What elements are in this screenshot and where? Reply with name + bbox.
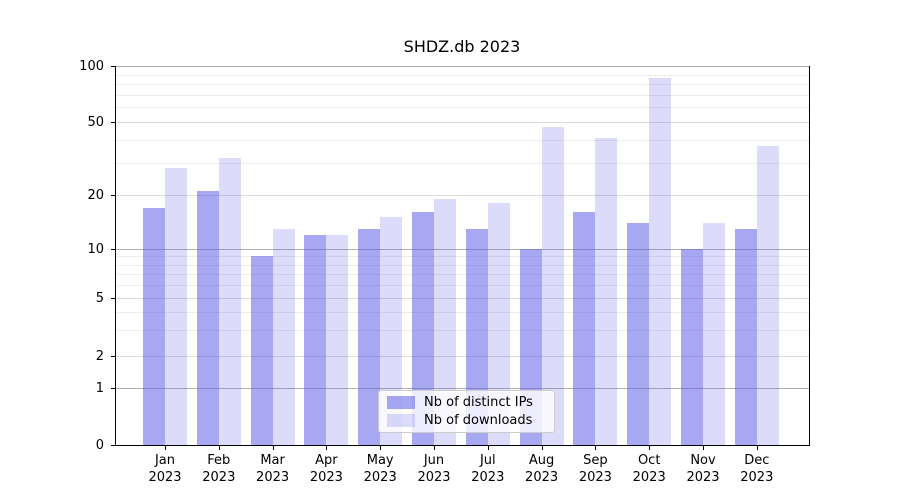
legend-item-downloads: Nb of downloads [387, 412, 546, 428]
bar-downloads-nov [703, 222, 725, 445]
gridline-minor [116, 256, 809, 258]
gridline [116, 122, 809, 123]
bar-downloads-oct [649, 78, 672, 445]
x-axis-tick-label-jan: Jan 2023 [148, 453, 182, 485]
x-axis-tick-label-aug: Aug 2023 [525, 453, 559, 485]
bar-downloads-feb [218, 157, 241, 445]
x-axis-tick-label-jun: Jun 2023 [417, 453, 451, 485]
bar-downloads-jan [165, 168, 187, 445]
bar-downloads-aug [541, 126, 564, 445]
gridline [116, 195, 809, 196]
x-tick-mark [218, 446, 220, 450]
x-tick-mark [487, 446, 489, 450]
x-tick-mark [541, 446, 543, 450]
gridline-minor [116, 139, 809, 141]
x-axis-tick-label-mar: Mar 2023 [256, 453, 290, 485]
x-tick-mark [272, 446, 274, 450]
gridline-minor [116, 107, 809, 109]
x-axis-tick-label-dec: Dec 2023 [740, 453, 774, 485]
bar-distinct-ips-jan [143, 207, 165, 445]
bar-downloads-jun [434, 198, 456, 445]
y-axis-tick-label: 100 [79, 58, 104, 74]
bar-distinct-ips-nov [681, 249, 703, 445]
x-axis-tick-label-sep: Sep 2023 [578, 453, 612, 485]
gridline [116, 356, 809, 357]
x-axis-tick-label-nov: Nov 2023 [686, 453, 720, 485]
y-tick-mark [111, 445, 115, 446]
bar-distinct-ips-feb [196, 191, 219, 445]
x-tick-mark [595, 446, 597, 450]
gridline-minor [116, 84, 809, 86]
bar-downloads-apr [326, 234, 349, 445]
y-tick-mark [111, 195, 115, 196]
axis-spine-left [115, 66, 116, 446]
y-axis-tick-label: 10 [87, 241, 104, 257]
gridline-minor [116, 330, 809, 332]
bar-distinct-ips-sep [573, 212, 596, 445]
x-tick-mark [756, 446, 758, 450]
legend: Nb of distinct IPs Nb of downloads [378, 390, 555, 433]
bar-downloads-jul [487, 203, 510, 445]
legend-swatch-distinct-ips-icon [387, 396, 415, 409]
bar-distinct-ips-may [358, 228, 381, 445]
y-axis-tick-label: 5 [95, 290, 104, 306]
bar-distinct-ips-apr [304, 234, 327, 445]
x-tick-mark [649, 446, 651, 450]
gridline-minor [116, 274, 809, 276]
x-axis-tick-label-apr: Apr 2023 [309, 453, 343, 485]
y-tick-mark [111, 66, 115, 67]
bar-downloads-may [380, 217, 403, 445]
legend-swatch-downloads-icon [387, 414, 415, 427]
y-axis-tick-label: 1 [95, 380, 104, 396]
gridline-major [116, 249, 809, 250]
gridline-minor [116, 94, 809, 96]
gridline-minor [116, 285, 809, 287]
gridline-minor [116, 162, 809, 164]
bar-distinct-ips-oct [627, 222, 650, 445]
legend-item-distinct-ips: Nb of distinct IPs [387, 394, 546, 410]
bar-distinct-ips-mar [250, 256, 273, 445]
y-tick-mark [111, 388, 115, 389]
gridline [116, 298, 809, 299]
bar-downloads-mar [272, 228, 295, 445]
gridline-minor [116, 312, 809, 314]
x-tick-mark [165, 446, 166, 450]
gridline-major [116, 388, 809, 389]
gridline-major [116, 66, 809, 67]
y-tick-mark [111, 298, 115, 299]
y-axis-tick-label: 20 [87, 187, 104, 203]
bar-downloads-sep [595, 137, 618, 445]
axis-spine-bottom [115, 445, 810, 446]
y-axis-tick-label: 50 [87, 114, 104, 130]
gridline-minor [116, 264, 809, 266]
y-axis-tick-label: 2 [95, 348, 104, 364]
bar-distinct-ips-jun [412, 212, 434, 445]
x-tick-mark [434, 446, 435, 450]
legend-label-distinct-ips: Nb of distinct IPs [424, 394, 533, 410]
x-tick-mark [703, 446, 704, 450]
axis-spine-right [809, 66, 810, 446]
bar-downloads-dec [756, 145, 779, 445]
legend-label-downloads: Nb of downloads [424, 412, 533, 428]
y-tick-mark [111, 249, 115, 250]
x-axis-tick-label-may: May 2023 [363, 453, 397, 485]
y-axis-tick-label: 0 [95, 437, 104, 453]
x-tick-mark [380, 446, 382, 450]
x-axis-tick-label-feb: Feb 2023 [202, 453, 236, 485]
chart-title: SHDZ.db 2023 [403, 37, 521, 56]
bar-distinct-ips-dec [734, 228, 757, 445]
x-axis-tick-label-oct: Oct 2023 [632, 453, 666, 485]
gridline-minor [116, 74, 809, 76]
y-tick-mark [111, 122, 115, 123]
x-tick-mark [326, 446, 328, 450]
y-tick-mark [111, 356, 115, 357]
x-axis-tick-label-jul: Jul 2023 [471, 453, 505, 485]
